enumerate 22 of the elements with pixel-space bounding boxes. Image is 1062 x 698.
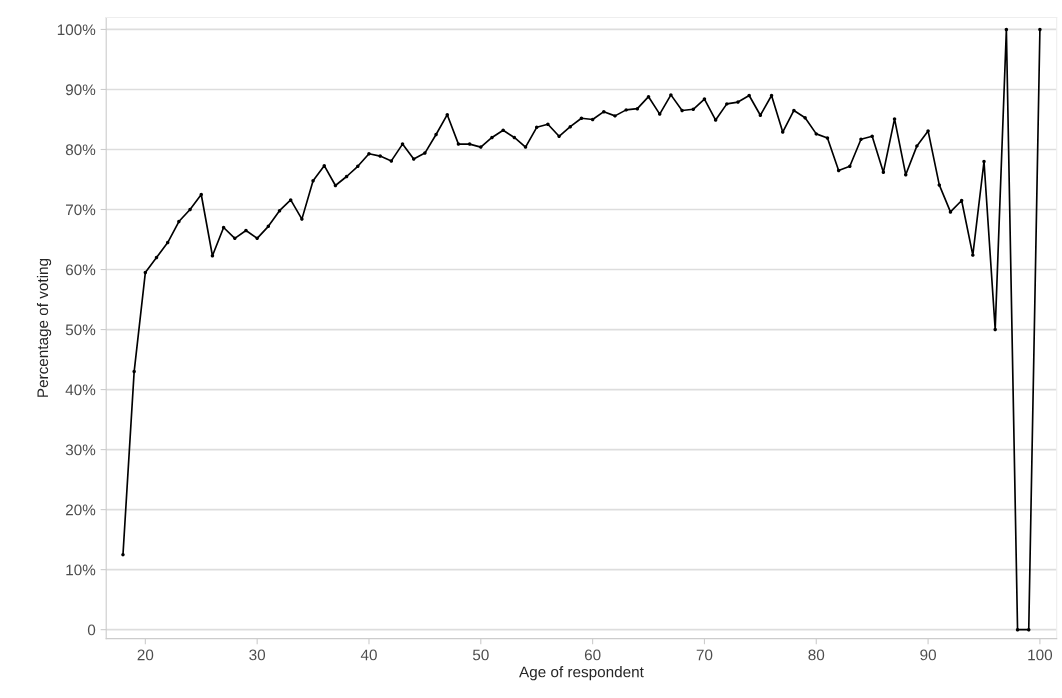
x-tick-label: 30 (249, 649, 266, 661)
y-tick-label: 80% (65, 144, 96, 156)
x-tick-label: 50 (472, 649, 489, 661)
y-tick-label: 60% (65, 264, 96, 276)
y-tick-label: 50% (65, 324, 96, 336)
x-tick-label: 90 (920, 649, 936, 661)
y-tick-label: 100% (57, 24, 96, 36)
y-axis-title: Percentage of voting (36, 258, 52, 397)
x-tick-label: 70 (696, 649, 713, 661)
y-tick-label: 90% (65, 84, 96, 96)
x-tick-label: 100 (1028, 649, 1053, 661)
x-tick-label: 20 (137, 649, 154, 661)
y-tick-label: 40% (65, 384, 96, 396)
y-tick-label: 70% (65, 204, 96, 216)
y-tick-label: 0 (87, 624, 96, 636)
x-tick-label: 40 (360, 649, 377, 661)
y-tick-label: 10% (66, 564, 96, 576)
x-tick-label: 60 (584, 649, 601, 661)
x-axis-title: Age of respondent (519, 666, 644, 681)
x-tick-label: 80 (808, 649, 825, 661)
y-tick-label: 30% (65, 444, 96, 456)
y-tick-label: 20% (65, 504, 96, 516)
